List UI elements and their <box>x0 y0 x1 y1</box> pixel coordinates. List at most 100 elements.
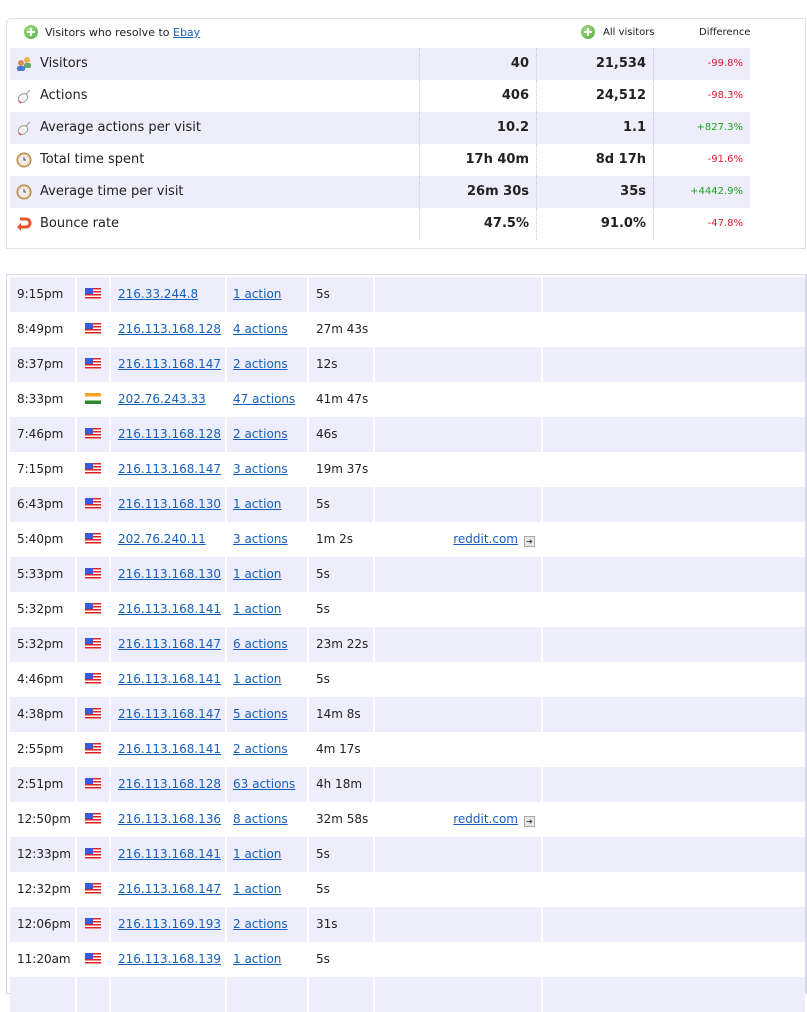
visitor-ip-link[interactable]: 202.76.243.33 <box>118 392 206 406</box>
us-flag-icon <box>85 463 101 474</box>
visit-duration: 5s <box>309 557 375 592</box>
visit-duration: 41m 47s <box>316 392 369 406</box>
visitor-ip-link[interactable]: 216.113.168.147 <box>118 707 222 721</box>
external-link-icon[interactable]: ➜ <box>524 536 535 547</box>
visitor-ip-link[interactable]: 216.113.168.147 <box>118 462 222 476</box>
all-visitors-value: 1.1 <box>622 120 646 135</box>
visitor-ip-link[interactable]: 216.113.168.147 <box>118 882 222 896</box>
actions-link[interactable]: 1 action <box>233 882 282 896</box>
actions-link[interactable]: 8 actions <box>233 812 288 826</box>
clock-icon <box>16 152 32 168</box>
referrer-link[interactable]: reddit.com <box>453 532 518 546</box>
segment-value: 47.5% <box>483 216 529 231</box>
visit-duration: 5s <box>309 487 375 522</box>
visit-row: 5:32pm 216.113.168.141 1 action 5s <box>10 592 805 627</box>
visit-time: 7:15pm <box>17 462 64 476</box>
visit-time: 8:49pm <box>17 322 64 336</box>
actions-link[interactable]: 6 actions <box>233 637 288 651</box>
visit-duration: 12s <box>309 347 375 382</box>
us-flag-icon <box>85 323 101 334</box>
visitor-ip-link[interactable]: 216.113.168.139 <box>118 952 222 966</box>
visit-row <box>10 977 805 1012</box>
visit-time: 11:20am <box>17 952 71 966</box>
visit-duration: 4h 18m <box>309 767 375 802</box>
metric-row: Average time per visit 26m 30s 35s +4442… <box>10 176 750 208</box>
actions-link[interactable]: 2 actions <box>233 357 288 371</box>
visit-row: 11:20am 216.113.168.139 1 action 5s <box>10 942 805 977</box>
actions-link[interactable]: 1 action <box>233 952 282 966</box>
all-visitors-value: 8d 17h <box>595 152 646 167</box>
visitor-ip-link[interactable]: 216.113.168.128 <box>118 322 222 336</box>
visitor-ip-link[interactable]: 216.113.168.130 <box>118 497 222 511</box>
visit-row: 4:38pm 216.113.168.147 5 actions 14m 8s <box>10 697 805 732</box>
visit-row: 2:51pm 216.113.168.128 63 actions 4h 18m <box>10 767 805 802</box>
visitor-ip-link[interactable]: 216.113.168.128 <box>118 777 222 791</box>
actions-link[interactable]: 1 action <box>233 287 282 301</box>
actions-link[interactable]: 1 action <box>233 497 282 511</box>
visitor-ip-link[interactable]: 202.76.240.11 <box>118 532 206 546</box>
visitor-ip-link[interactable]: 216.113.169.193 <box>118 917 222 931</box>
visitor-log: 9:15pm 216.33.244.8 1 action 5s 8:49pm 2… <box>6 274 807 1012</box>
add-all-visitors-icon[interactable] <box>581 25 595 39</box>
actions-link[interactable]: 1 action <box>233 602 282 616</box>
all-visitors-value: 91.0% <box>600 216 646 231</box>
difference-value: -47.8% <box>707 218 743 229</box>
visitor-ip-link[interactable]: 216.113.168.130 <box>118 567 222 581</box>
visit-time: 12:50pm <box>17 812 71 826</box>
us-flag-icon <box>85 498 101 509</box>
visit-row: 12:50pm 216.113.168.136 8 actions 32m 58… <box>10 802 805 837</box>
actions-link[interactable]: 4 actions <box>233 322 288 336</box>
actions-link[interactable]: 3 actions <box>233 462 288 476</box>
visitor-ip-link[interactable]: 216.113.168.136 <box>118 812 222 826</box>
clock-icon <box>16 184 32 200</box>
segment-value: 10.2 <box>496 120 529 135</box>
metric-row: Total time spent 17h 40m 8d 17h -91.6% <box>10 144 750 176</box>
us-flag-icon <box>85 883 101 894</box>
visit-time: 8:33pm <box>17 392 64 406</box>
visitor-ip-link[interactable]: 216.113.168.147 <box>118 637 222 651</box>
us-flag-icon <box>85 918 101 929</box>
visit-time: 4:46pm <box>17 672 64 686</box>
us-flag-icon <box>85 533 101 544</box>
actions-link[interactable]: 2 actions <box>233 427 288 441</box>
metric-row: Actions 406 24,512 -98.3% <box>10 80 750 112</box>
us-flag-icon <box>85 848 101 859</box>
visit-duration: 4m 17s <box>316 742 361 756</box>
segment-value: 17h 40m <box>465 152 529 167</box>
visit-time: 12:32pm <box>17 882 71 896</box>
visit-time: 7:46pm <box>10 417 77 452</box>
visitor-ip-link[interactable]: 216.113.168.128 <box>118 427 222 441</box>
metric-row: Bounce rate 47.5% 91.0% -47.8% <box>10 208 750 240</box>
visitor-ip-link[interactable]: 216.33.244.8 <box>118 287 199 301</box>
actions-link[interactable]: 47 actions <box>233 392 296 406</box>
visit-time: 4:38pm <box>10 697 77 732</box>
visitor-ip-link[interactable]: 216.113.168.141 <box>118 847 222 861</box>
visitor-ip-link[interactable]: 216.113.168.141 <box>118 672 222 686</box>
segment-comparison-panel: Visitors who resolve to Ebay All visitor… <box>6 18 806 249</box>
segment-link[interactable]: Ebay <box>173 26 201 39</box>
actions-link[interactable]: 1 action <box>233 567 282 581</box>
visit-row: 9:15pm 216.33.244.8 1 action 5s <box>10 277 805 312</box>
external-link-icon[interactable]: ➜ <box>524 816 535 827</box>
all-visitors-value: 21,534 <box>595 56 646 71</box>
us-flag-icon <box>85 953 101 964</box>
all-visitors-value: 35s <box>620 184 646 199</box>
actions-link[interactable]: 2 actions <box>233 742 288 756</box>
visit-row: 12:32pm 216.113.168.147 1 action 5s <box>10 872 805 907</box>
us-flag-icon <box>85 603 101 614</box>
visitor-ip-link[interactable]: 216.113.168.147 <box>118 357 222 371</box>
visit-row: 8:33pm 202.76.243.33 47 actions 41m 47s <box>10 382 805 417</box>
actions-link[interactable]: 1 action <box>233 672 282 686</box>
actions-link[interactable]: 2 actions <box>233 917 288 931</box>
referrer-link[interactable]: reddit.com <box>453 812 518 826</box>
metric-label: Bounce rate <box>40 216 120 231</box>
visit-duration: 5s <box>316 882 330 896</box>
visit-time: 2:51pm <box>10 767 77 802</box>
actions-link[interactable]: 1 action <box>233 847 282 861</box>
actions-link[interactable]: 63 actions <box>233 777 296 791</box>
visitor-ip-link[interactable]: 216.113.168.141 <box>118 742 222 756</box>
actions-link[interactable]: 3 actions <box>233 532 288 546</box>
visitor-ip-link[interactable]: 216.113.168.141 <box>118 602 222 616</box>
actions-link[interactable]: 5 actions <box>233 707 288 721</box>
add-segment-icon[interactable] <box>24 25 38 39</box>
